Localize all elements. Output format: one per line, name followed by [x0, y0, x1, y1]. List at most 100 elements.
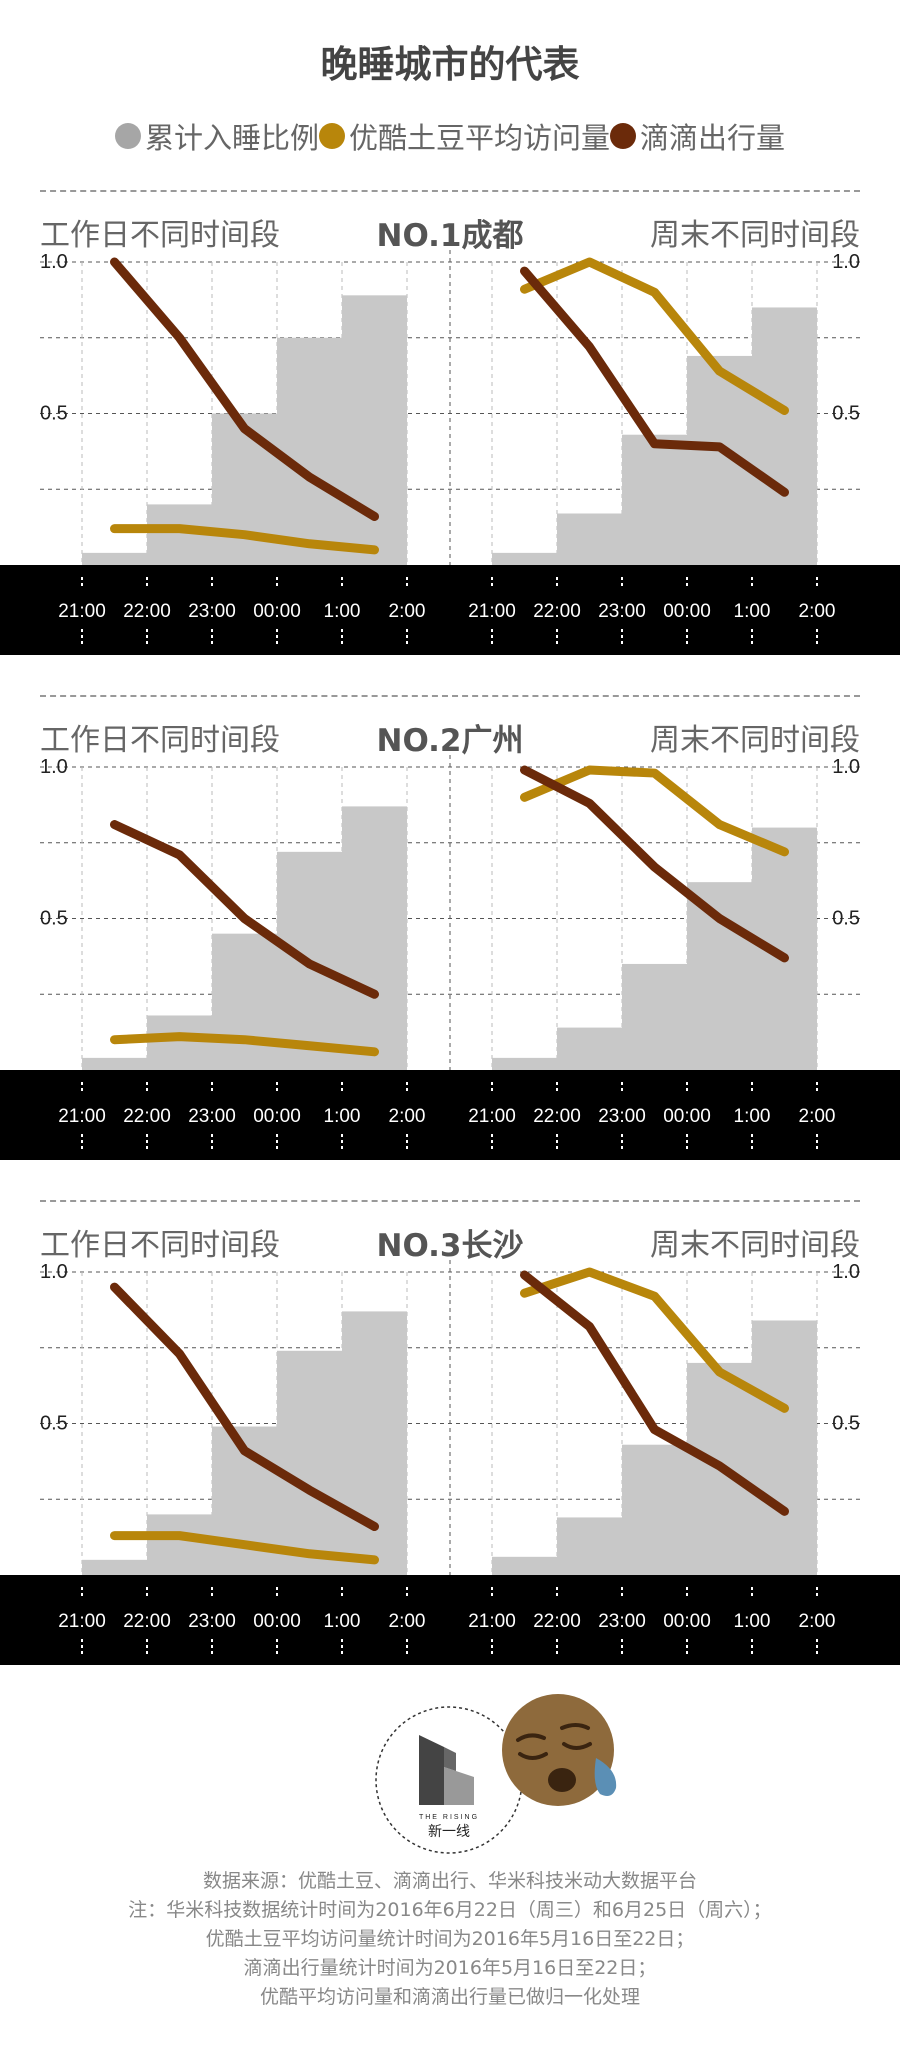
city-panel-1: 工作日不同时间段 NO.1成都 周末不同时间段 1.0 1.0 0.5 0.5 21:0… — [0, 190, 900, 680]
legend-video-swatch — [318, 123, 345, 149]
x-tick-label: 23:00 — [598, 1106, 646, 1127]
sleep-bar — [147, 1514, 212, 1575]
x-tick-label: 2:00 — [799, 1106, 836, 1127]
weekend-video-line — [520, 257, 789, 415]
time-axis-band — [0, 565, 900, 655]
chart-1: 1.0 1.0 0.5 0.5 21:00 22:00 23:00 00:00 1:00 2:00… — [40, 250, 860, 645]
x-tick-label: 23:00 — [598, 1611, 646, 1632]
y-tick-label-right: 0.5 — [832, 908, 860, 930]
weekend-didi-line — [520, 765, 789, 963]
footer-source: 数据来源：优酷土豆、滴滴出行、华米科技米动大数据平台 — [202, 1870, 697, 1892]
sleep-bar — [82, 1057, 147, 1070]
brand-logo-graphic: THE RISING 新一线 — [375, 1706, 523, 1854]
x-tick-label: 00:00 — [253, 1611, 301, 1632]
panel-top-divider — [40, 1200, 860, 1202]
weekday-didi-line — [110, 1282, 379, 1532]
sleep-bar — [492, 1556, 557, 1575]
y-tick-label-right: 1.0 — [832, 756, 860, 778]
y-tick-label-left: 0.5 — [40, 1413, 68, 1435]
legend-video-label: 优酷土豆平均访问量 — [348, 121, 610, 155]
chart-2: 1.0 1.0 0.5 0.5 21:00 22:00 23:00 00:00 1:00 2:00… — [40, 755, 860, 1150]
x-tick-label: 22:00 — [533, 1611, 581, 1632]
time-axis-band — [0, 1575, 900, 1665]
legend: 累计入睡比例 优酷土豆平均访问量 滴滴出行量 — [0, 115, 900, 157]
sleep-bar — [557, 513, 622, 565]
legend-item-didi: 滴滴出行量 — [610, 115, 785, 157]
y-tick-label-left: 1.0 — [40, 251, 68, 273]
x-tick-label: 00:00 — [253, 1106, 301, 1127]
weekday-didi-line — [110, 820, 379, 999]
legend-sleep-label: 累计入睡比例 — [144, 121, 319, 155]
legend-item-sleep: 累计入睡比例 — [114, 115, 319, 157]
y-tick-label-right: 0.5 — [832, 403, 860, 425]
y-tick-label-right: 0.5 — [832, 1413, 860, 1435]
x-tick-label: 2:00 — [389, 601, 426, 622]
footer-notes: 数据来源：优酷土豆、滴滴出行、华米科技米动大数据平台 注：华米科技数据统计时间为… — [0, 1867, 900, 2012]
weekend-header: 周末不同时间段 — [650, 1228, 860, 1263]
brand-logo: THE RISING 新一线 — [374, 1705, 524, 1855]
x-tick-label: 21:00 — [58, 601, 106, 622]
chart-3: 1.0 1.0 0.5 0.5 21:00 22:00 23:00 00:00 1:00 2:00… — [40, 1260, 860, 1655]
city-label: NO.2广州 — [376, 723, 524, 759]
x-tick-label: 23:00 — [598, 601, 646, 622]
weekday-video-line — [110, 1531, 379, 1565]
legend-didi-label: 滴滴出行量 — [640, 121, 786, 155]
sleep-bar — [82, 552, 147, 565]
sleep-bar — [342, 295, 407, 565]
legend-sleep-swatch — [114, 123, 141, 149]
sleep-bar — [342, 806, 407, 1070]
x-tick-label: 22:00 — [123, 1106, 171, 1127]
footer-note-3: 滴滴出行量统计时间为2016年5月16日至22日； — [243, 1957, 657, 1979]
x-tick-label: 22:00 — [123, 601, 171, 622]
x-tick-label: 22:00 — [533, 601, 581, 622]
footer-note-1: 注：华米科技数据统计时间为2016年6月22日（周三）和6月25日（周六）； — [128, 1899, 772, 1921]
sleep-bar — [277, 337, 342, 565]
x-tick-label: 2:00 — [389, 1106, 426, 1127]
sleepy-face-icon — [500, 1692, 630, 1812]
y-tick-label-left: 0.5 — [40, 403, 68, 425]
sleep-bar — [622, 434, 687, 565]
sleep-bar — [277, 1350, 342, 1575]
weekend-video-line — [520, 1267, 789, 1413]
sleep-bar — [212, 933, 277, 1070]
footer-note-4: 优酷平均访问量和滴滴出行量已做归一化处理 — [259, 1986, 640, 2008]
x-tick-label: 21:00 — [468, 1106, 516, 1127]
weekend-header: 周末不同时间段 — [650, 218, 860, 253]
sleep-bar — [752, 307, 817, 565]
sleep-bar — [557, 1027, 622, 1070]
sleep-bar — [492, 552, 557, 565]
x-tick-label: 2:00 — [799, 601, 836, 622]
sleep-bar — [687, 882, 752, 1070]
legend-didi-swatch — [610, 123, 636, 149]
x-tick-label: 23:00 — [188, 601, 236, 622]
sleep-bar — [342, 1311, 407, 1575]
weekday-video-line — [110, 1032, 379, 1057]
x-tick-label: 1:00 — [734, 1106, 771, 1127]
sleep-bar — [557, 1517, 622, 1575]
y-tick-label-left: 1.0 — [40, 756, 68, 778]
weekend-didi-line — [520, 266, 789, 497]
x-tick-label: 21:00 — [468, 601, 516, 622]
x-tick-label: 22:00 — [533, 1106, 581, 1127]
weekday-header: 工作日不同时间段 — [40, 1228, 280, 1263]
x-tick-label: 21:00 — [58, 1106, 106, 1127]
weekend-didi-line — [520, 1270, 789, 1516]
page-title: 晚睡城市的代表 — [320, 43, 580, 86]
sleep-bar — [752, 1320, 817, 1575]
y-tick-label-left: 0.5 — [40, 908, 68, 930]
x-tick-label: 2:00 — [799, 1611, 836, 1632]
panel-top-divider — [40, 695, 860, 697]
x-tick-label: 22:00 — [123, 1611, 171, 1632]
x-tick-label: 1:00 — [734, 1611, 771, 1632]
city-label: NO.3长沙 — [376, 1228, 524, 1264]
x-tick-label: 00:00 — [663, 601, 711, 622]
x-tick-label: 00:00 — [663, 1611, 711, 1632]
y-tick-label-left: 1.0 — [40, 1261, 68, 1283]
sleep-bar — [622, 1444, 687, 1575]
x-tick-label: 1:00 — [324, 1106, 361, 1127]
x-tick-label: 23:00 — [188, 1611, 236, 1632]
city-panel-3: 工作日不同时间段 NO.3长沙 周末不同时间段 1.0 1.0 0.5 0.5 21:0… — [0, 1200, 900, 1690]
panel-top-divider — [40, 190, 860, 192]
y-tick-label-right: 1.0 — [832, 251, 860, 273]
weekday-header: 工作日不同时间段 — [40, 218, 280, 253]
